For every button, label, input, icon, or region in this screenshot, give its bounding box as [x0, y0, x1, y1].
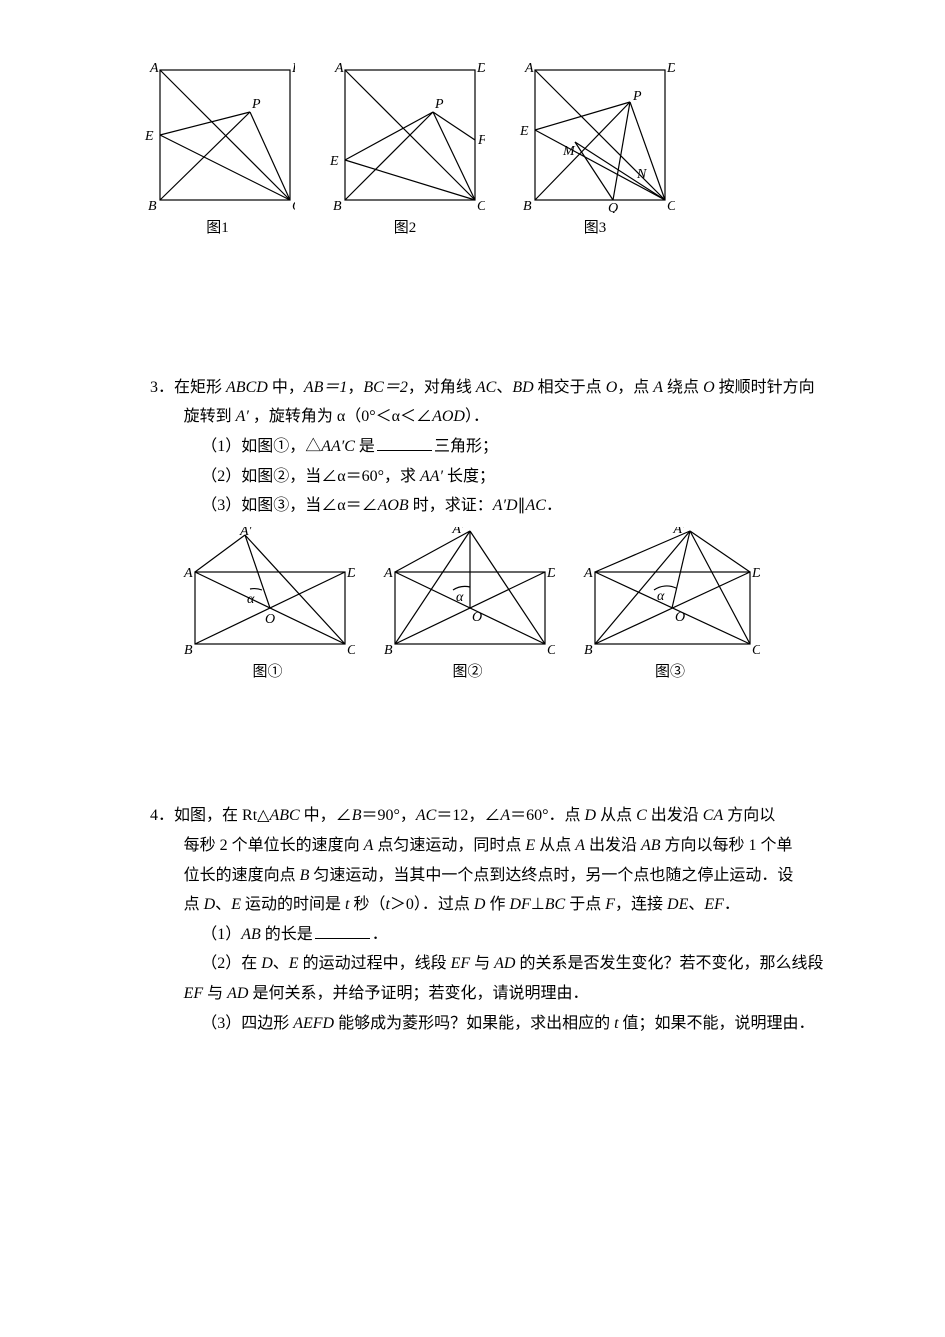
p4-line1: 4．如图，在 Rt△ABC 中，∠B＝90°，AC＝12，∠A＝60°．点 D …	[150, 801, 830, 831]
svg-text:A: A	[383, 566, 393, 581]
svg-text:Q: Q	[608, 201, 618, 213]
svg-text:A′: A′	[239, 527, 253, 539]
svg-text:M: M	[562, 144, 576, 159]
svg-text:C: C	[477, 199, 485, 213]
svg-text:E: E	[519, 124, 529, 139]
svg-text:A: A	[334, 61, 344, 76]
p3-q1: （1）如图①，△AA′C 是三角形；	[150, 432, 830, 462]
figure-set-1: A D E P B C 图1 A D E F P B C 图2	[140, 60, 830, 243]
svg-text:α: α	[456, 590, 464, 605]
p3-figure-1-caption: 图①	[252, 659, 282, 687]
svg-text:D: D	[546, 566, 555, 581]
p3-stem-line2: 旋转到 A′ ，旋转角为 α（0°＜α＜∠AOD）．	[150, 402, 830, 432]
svg-text:F: F	[477, 133, 485, 148]
svg-text:C: C	[547, 643, 555, 657]
figure-2-caption: 图2	[394, 215, 417, 243]
svg-text:C: C	[347, 643, 355, 657]
p3-q2: （2）如图②，当∠α＝60°，求 AA′ 长度；	[150, 462, 830, 492]
svg-text:O: O	[265, 612, 275, 627]
figure-1: A D E P B C 图1	[140, 60, 295, 243]
p3-figures: A A′ D B C O α 图① A A′	[180, 527, 830, 687]
problem-4: 4．如图，在 Rt△ABC 中，∠B＝90°，AC＝12，∠A＝60°．点 D …	[150, 801, 830, 1038]
p4-q2-line2: EF 与 AD 是何关系，并给予证明；若变化，请说明理由．	[150, 979, 830, 1009]
p3-figure-3-svg: A A′ D B C O α	[580, 527, 760, 657]
svg-text:D: D	[291, 61, 295, 76]
figure-3-svg: A D E P M N B Q C	[515, 60, 675, 213]
p4-q2-line1: （2）在 D、E 的运动过程中，线段 EF 与 AD 的关系是否发生变化？若不变…	[150, 949, 830, 979]
svg-text:A: A	[183, 566, 193, 581]
p4-line2: 每秒 2 个单位长的速度向 A 点匀速运动，同时点 E 从点 A 出发沿 AB …	[150, 831, 830, 861]
figure-1-svg: A D E P B C	[140, 60, 295, 213]
p4-number: 4．	[150, 807, 174, 824]
p3-figure-3: A A′ D B C O α 图③	[580, 527, 760, 687]
svg-text:B: B	[384, 643, 393, 657]
svg-text:A: A	[524, 61, 534, 76]
blank-input	[377, 435, 432, 451]
svg-text:C: C	[292, 199, 295, 213]
p3-figure-2-svg: A A′ D B C O α	[380, 527, 555, 657]
svg-text:α: α	[247, 592, 255, 607]
svg-text:D: D	[666, 61, 675, 76]
p4-q1: （1）AB 的长是．	[150, 920, 830, 950]
svg-text:A: A	[583, 566, 593, 581]
svg-text:A: A	[149, 61, 159, 76]
svg-text:B: B	[333, 199, 342, 213]
svg-text:P: P	[251, 97, 261, 112]
problem-3: 3．在矩形 ABCD 中，AB＝1，BC＝2，对角线 AC、BD 相交于点 O，…	[150, 373, 830, 687]
svg-text:D: D	[346, 566, 355, 581]
svg-text:O: O	[472, 610, 482, 625]
figure-3-caption: 图3	[584, 215, 607, 243]
svg-text:A′: A′	[451, 527, 465, 537]
p3-figure-2-caption: 图②	[452, 659, 482, 687]
svg-text:B: B	[523, 199, 532, 213]
svg-text:E: E	[144, 129, 154, 144]
p4-line4: 点 D、E 运动的时间是 t 秒（t＞0）．过点 D 作 DF⊥BC 于点 F，…	[150, 890, 830, 920]
p3-number: 3．	[150, 379, 174, 396]
figure-3: A D E P M N B Q C 图3	[515, 60, 675, 243]
p3-figure-1: A A′ D B C O α 图①	[180, 527, 355, 687]
figure-2: A D E F P B C 图2	[325, 60, 485, 243]
p3-figure-1-svg: A A′ D B C O α	[180, 527, 355, 657]
p3-figure-2: A A′ D B C O α 图②	[380, 527, 555, 687]
svg-text:D: D	[751, 566, 760, 581]
svg-text:α: α	[657, 589, 665, 604]
svg-text:E: E	[329, 154, 339, 169]
p3-figure-3-caption: 图③	[655, 659, 685, 687]
figure-2-svg: A D E F P B C	[325, 60, 485, 213]
p3-q3: （3）如图③，当∠α＝∠AOB 时，求证：A′D∥AC．	[150, 491, 830, 521]
p4-line3: 位长的速度向点 B 匀速运动，当其中一个点到达终点时，另一个点也随之停止运动．设	[150, 861, 830, 891]
svg-text:N: N	[636, 167, 647, 182]
p4-q3: （3）四边形 AEFD 能够成为菱形吗？如果能，求出相应的 t 值；如果不能，说…	[150, 1009, 830, 1039]
svg-text:P: P	[434, 97, 444, 112]
svg-text:C: C	[667, 199, 675, 213]
svg-text:P: P	[632, 89, 642, 104]
p3-stem-line1: 3．在矩形 ABCD 中，AB＝1，BC＝2，对角线 AC、BD 相交于点 O，…	[150, 373, 830, 403]
blank-input	[315, 923, 370, 939]
svg-text:B: B	[184, 643, 193, 657]
svg-text:B: B	[584, 643, 593, 657]
svg-text:C: C	[752, 643, 760, 657]
svg-text:A′: A′	[672, 527, 686, 537]
figure-1-caption: 图1	[206, 215, 229, 243]
svg-text:D: D	[476, 61, 485, 76]
svg-text:B: B	[148, 199, 157, 213]
svg-text:O: O	[675, 610, 685, 625]
